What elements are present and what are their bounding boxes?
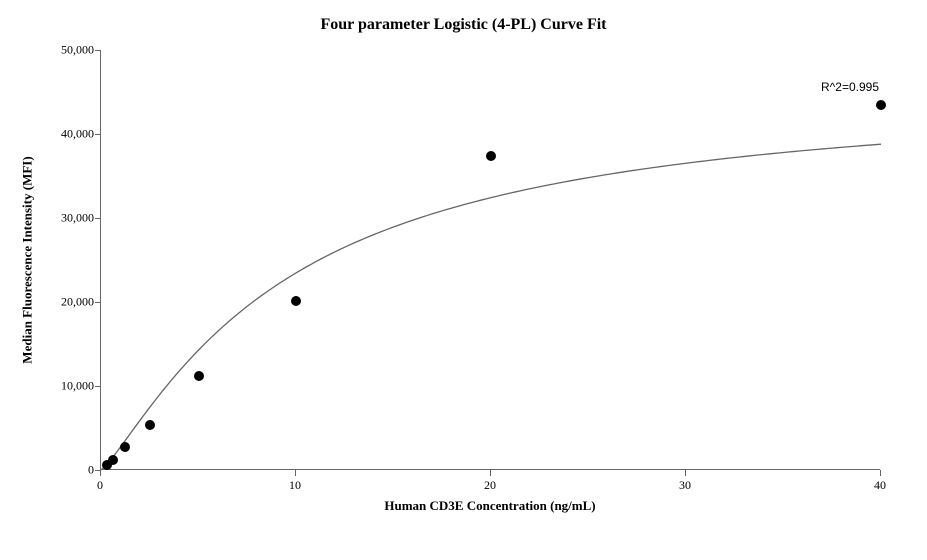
r-squared-annotation: R^2=0.995	[821, 80, 879, 94]
y-tick-mark	[95, 470, 101, 471]
x-tick-label: 30	[679, 478, 691, 493]
fit-curve-path	[101, 144, 881, 470]
x-tick-mark	[100, 470, 101, 476]
y-tick-mark	[95, 134, 101, 135]
x-tick-label: 20	[484, 478, 496, 493]
data-point	[108, 455, 118, 465]
data-point	[120, 442, 130, 452]
fit-curve	[101, 50, 881, 470]
y-tick-label: 50,000	[61, 43, 94, 58]
x-tick-mark	[295, 470, 296, 476]
data-point	[145, 420, 155, 430]
x-axis-label: Human CD3E Concentration (ng/mL)	[100, 498, 880, 514]
x-tick-mark	[490, 470, 491, 476]
data-point	[876, 100, 886, 110]
x-ticks: 010203040	[100, 470, 880, 500]
y-tick-label: 20,000	[61, 295, 94, 310]
y-tick-mark	[95, 218, 101, 219]
y-tick-label: 30,000	[61, 211, 94, 226]
y-tick-mark	[95, 302, 101, 303]
y-ticks: 010,00020,00030,00040,00050,000	[0, 50, 100, 470]
x-tick-label: 0	[97, 478, 103, 493]
y-tick-mark	[95, 386, 101, 387]
x-tick-label: 10	[289, 478, 301, 493]
y-tick-label: 40,000	[61, 127, 94, 142]
y-tick-label: 0	[88, 463, 94, 478]
chart-title: Four parameter Logistic (4-PL) Curve Fit	[0, 16, 927, 34]
x-tick-label: 40	[874, 478, 886, 493]
y-tick-mark	[95, 50, 101, 51]
x-tick-mark	[685, 470, 686, 476]
plot-area: R^2=0.995	[100, 50, 880, 470]
data-point	[486, 151, 496, 161]
data-point	[194, 371, 204, 381]
y-tick-label: 10,000	[61, 379, 94, 394]
x-tick-mark	[880, 470, 881, 476]
chart-container: Four parameter Logistic (4-PL) Curve Fit…	[0, 0, 927, 560]
data-point	[291, 296, 301, 306]
